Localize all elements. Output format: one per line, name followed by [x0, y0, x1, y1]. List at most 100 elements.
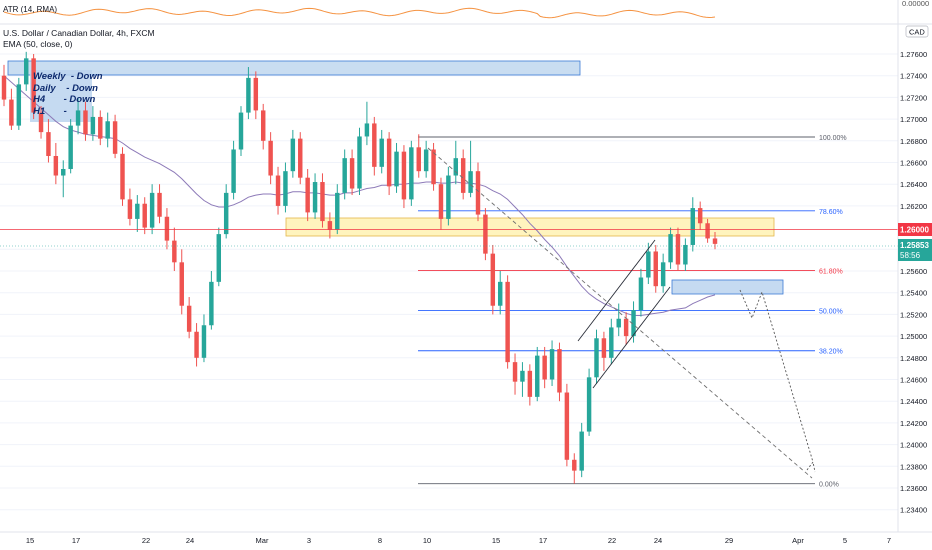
- candle-body: [468, 171, 473, 193]
- candle-body: [675, 234, 681, 265]
- target-zone-blue[interactable]: [671, 279, 784, 295]
- candle-body: [327, 221, 333, 230]
- candle-body: [557, 349, 562, 393]
- y-tick-label: 1.24600: [900, 376, 927, 385]
- y-tick-label: 1.24000: [900, 441, 927, 450]
- candle-body: [9, 99, 14, 126]
- candle-body: [549, 349, 555, 380]
- candle-body: [705, 223, 710, 239]
- candle-body: [579, 431, 584, 471]
- candle-body: [527, 370, 533, 397]
- candle-body: [216, 234, 222, 282]
- y-tick-label: 1.26600: [900, 159, 927, 168]
- candle-body: [394, 151, 399, 187]
- x-tick-label: 24: [654, 536, 662, 545]
- candle-body: [223, 192, 229, 235]
- candle-body: [1, 75, 7, 100]
- trend-dashed-line[interactable]: [427, 147, 813, 479]
- candle-body: [149, 192, 155, 228]
- candle-body: [75, 110, 81, 126]
- candle-body: [349, 158, 355, 189]
- chart-title: U.S. Dollar / Canadian Dollar, 4h, FXCM: [3, 28, 155, 38]
- candle-body: [112, 121, 118, 154]
- candle-body: [609, 327, 614, 358]
- candle-body: [135, 203, 140, 219]
- candle-body: [497, 281, 503, 306]
- candle-body: [520, 370, 525, 382]
- candle-body: [490, 253, 496, 306]
- candle-body: [260, 110, 266, 141]
- candle-body: [683, 244, 688, 265]
- candle-body: [564, 392, 570, 460]
- candle-body: [431, 149, 436, 185]
- x-tick-label: 10: [423, 536, 431, 545]
- candle-body: [542, 355, 547, 380]
- candle-body: [46, 132, 51, 156]
- candle-body: [120, 153, 125, 200]
- candle-body: [275, 175, 281, 206]
- x-tick-label: 3: [307, 536, 311, 545]
- candle-body: [660, 262, 666, 287]
- bias-weekly: Weekly - Down: [33, 71, 103, 82]
- bias-h4: H4 - Down: [33, 94, 96, 105]
- y-tick-label: 1.26800: [900, 137, 927, 146]
- candle-body: [290, 138, 296, 172]
- candles: [1, 51, 718, 484]
- candle-body: [460, 158, 466, 193]
- candle-body: [438, 184, 444, 219]
- candle-body: [364, 123, 370, 137]
- candle-body: [68, 125, 73, 170]
- y-tick-label: 1.25000: [900, 332, 927, 341]
- candle-body: [186, 305, 192, 332]
- y-tick-label: 1.27200: [900, 93, 927, 102]
- candle-body: [201, 325, 207, 358]
- channel-upper[interactable]: [577, 239, 656, 342]
- candle-body: [335, 192, 340, 230]
- candle-body: [179, 262, 184, 306]
- y-tick-label: 1.25600: [900, 267, 927, 276]
- candle-body: [157, 192, 162, 217]
- candle-body: [38, 112, 44, 133]
- last-price-text: 1.25853: [900, 241, 929, 250]
- candle-body: [453, 158, 459, 176]
- fib-level-label: 78.60%: [819, 209, 843, 216]
- candle-body: [594, 338, 599, 378]
- y-tick-label: 1.23800: [900, 462, 927, 471]
- x-tick-label: Mar: [256, 536, 269, 545]
- candle-body: [90, 116, 96, 135]
- price-tag-red: 1.26000: [898, 223, 932, 236]
- y-tick-label: 1.24800: [900, 354, 927, 363]
- bias-daily: Daily - Down: [33, 82, 98, 94]
- atr-pane: [0, 7, 932, 25]
- candle-body: [505, 281, 510, 363]
- y-tick-label: 1.25400: [900, 289, 927, 298]
- x-tick-label: 5: [843, 536, 847, 545]
- candle-body: [238, 112, 244, 150]
- candle-body: [320, 182, 325, 222]
- candle-body: [298, 138, 303, 178]
- resistance-zone-blue[interactable]: [7, 60, 581, 76]
- x-tick-label: 7: [887, 536, 891, 545]
- x-tick-label: 8: [378, 536, 382, 545]
- ema-50-series: [3, 75, 716, 316]
- projection-path[interactable]: [739, 289, 814, 463]
- candle-body: [164, 216, 170, 241]
- fibonacci-retracement[interactable]: 100.00% 78.60% 61.80% 50.00% 38.20% 0.00%: [418, 135, 847, 489]
- candle-body: [646, 251, 651, 278]
- candle-body: [312, 182, 318, 213]
- candle-body: [342, 158, 347, 193]
- candle-body: [653, 251, 658, 287]
- currency-badge[interactable]: CAD: [905, 25, 929, 38]
- candle-body: [372, 123, 377, 167]
- candle-body: [83, 110, 88, 135]
- atr-label: ATR (14, RMA): [3, 5, 58, 14]
- candle-body: [386, 138, 392, 187]
- y-tick-label: 1.27400: [900, 72, 927, 81]
- currency-text: CAD: [909, 28, 925, 37]
- channel-lower[interactable]: [592, 286, 671, 389]
- candle-body: [253, 77, 259, 111]
- candle-body: [623, 318, 629, 337]
- y-tick-label: 1.24400: [900, 397, 927, 406]
- candle-body: [401, 151, 407, 200]
